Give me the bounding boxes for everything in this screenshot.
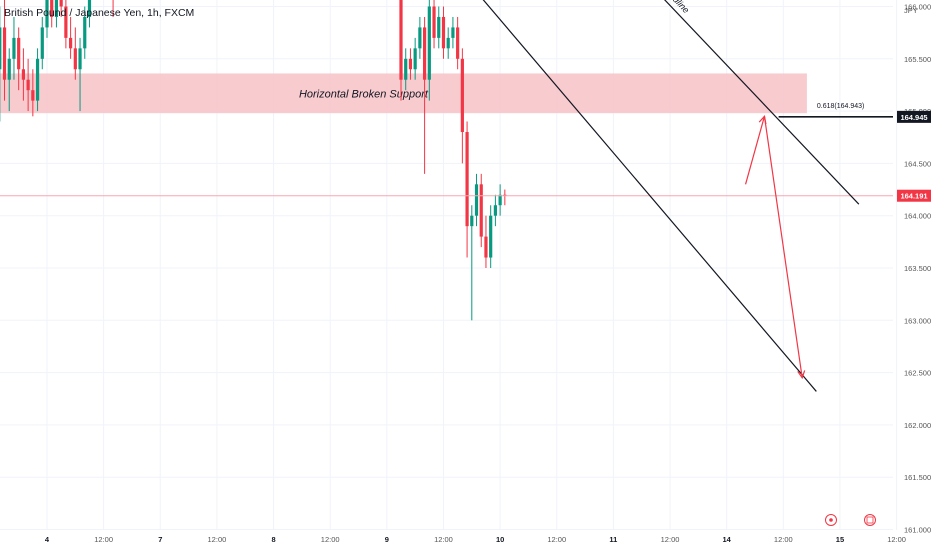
candle-body (427, 6, 431, 80)
calendar-glyph-icon (866, 516, 874, 524)
candle-body (31, 90, 35, 101)
calendar-event-icon[interactable] (864, 514, 876, 526)
candle-body (446, 37, 450, 49)
trendline-label: Falling trendline (640, 0, 691, 15)
candle-body (423, 27, 427, 80)
candle-body (87, 0, 92, 17)
candle-body (456, 27, 460, 59)
candle-body (413, 48, 417, 70)
candle-body (437, 16, 441, 38)
support-zone-label: Horizontal Broken Support (299, 88, 429, 100)
x-tick-label: 12:00 (208, 535, 227, 544)
price-tag-label: 164.191 (900, 192, 927, 201)
candle-body (451, 27, 455, 38)
candle-body (26, 79, 30, 91)
x-tick-label: 11 (609, 535, 617, 544)
x-tick-label: 7 (158, 535, 162, 544)
time-axis[interactable]: 4 12:00 7 12:00 8 12:00 9 12:00 10 12:00 11 12:00 14… (45, 535, 906, 544)
currency-label: JPY (904, 6, 918, 15)
candle-body (474, 184, 479, 216)
candle-body (59, 0, 63, 7)
x-tick-label: 9 (385, 535, 389, 544)
candle-body (12, 37, 16, 59)
y-tick-label: 162.500 (904, 369, 931, 378)
candle-body (45, 0, 49, 28)
y-tick-label: 161.500 (904, 473, 931, 482)
candle-body (83, 16, 87, 49)
candle-body (40, 27, 44, 59)
candle-body (54, 0, 59, 17)
y-tick-label: 164.500 (904, 159, 931, 168)
candle-body (408, 58, 413, 70)
projection-arrowhead-up (758, 115, 767, 125)
trendline-upper[interactable] (425, 0, 860, 205)
x-tick-label: 14 (723, 535, 732, 544)
x-tick-label: 12:00 (94, 535, 113, 544)
price-axis[interactable]: 161.000 161.500 162.000 162.500 163.000 163.5… (897, 0, 931, 535)
trendline-lower[interactable] (368, 0, 817, 392)
x-tick-label: 15 (836, 535, 844, 544)
y-tick-label: 163.500 (904, 264, 931, 273)
support-zone-rect (0, 73, 807, 114)
symbol-title: British Pound / Japanese Yen, 1h, FXCM (4, 7, 195, 19)
candle-body (493, 205, 497, 216)
candle-body (73, 48, 77, 70)
candle-body (432, 6, 436, 38)
candle-body (498, 194, 502, 206)
support-zone: Horizontal Broken Support (0, 73, 807, 114)
candle-body (50, 0, 54, 17)
candle-body (441, 16, 446, 49)
candle-body (78, 48, 82, 70)
x-tick-label: 12:00 (661, 535, 680, 544)
price-tag-bg (897, 189, 931, 202)
candles (0, 0, 507, 321)
event-marker-dot-icon (829, 518, 833, 522)
y-tick-label: 165.500 (904, 55, 931, 64)
candle-body (418, 27, 422, 49)
candle-body (21, 69, 25, 80)
candle-body (404, 58, 408, 80)
candle-body (470, 215, 474, 227)
x-tick-label: 12:00 (321, 535, 340, 544)
x-tick-label: 12:00 (887, 535, 906, 544)
candle-body (35, 58, 40, 101)
event-marker-icon[interactable] (825, 514, 837, 526)
price-tag-bg (897, 110, 931, 123)
candle-body (69, 37, 73, 49)
candle-body (2, 27, 7, 80)
candle-body (489, 215, 493, 258)
projection-arrowhead-down (797, 370, 806, 380)
candle-body (399, 0, 403, 80)
candle-body (465, 132, 469, 227)
candle-body (484, 236, 488, 258)
y-tick-label: 161.000 (904, 526, 931, 535)
candle-body (7, 58, 11, 80)
y-tick-label: 163.000 (904, 316, 931, 325)
candle-body (0, 27, 2, 70)
y-tick-label: 162.000 (904, 421, 931, 430)
fib-label: 0.618(164.943) (817, 103, 864, 110)
x-tick-label: 10 (496, 535, 504, 544)
candle-body (64, 6, 68, 38)
x-tick-label: 12:00 (547, 535, 566, 544)
y-tick-label: 164.000 (904, 212, 931, 221)
price-tag-label: 164.945 (900, 113, 927, 122)
candle-body (479, 184, 483, 237)
bottom-icons (825, 514, 876, 526)
x-tick-label: 8 (271, 535, 275, 544)
candle-body (17, 37, 21, 70)
x-tick-label: 12:00 (434, 535, 453, 544)
x-tick-label: 4 (45, 535, 50, 544)
candle-body (460, 58, 464, 133)
x-tick-label: 12:00 (774, 535, 793, 544)
y-tick-label: 166.000 (904, 3, 931, 12)
projection-path[interactable] (744, 116, 803, 378)
